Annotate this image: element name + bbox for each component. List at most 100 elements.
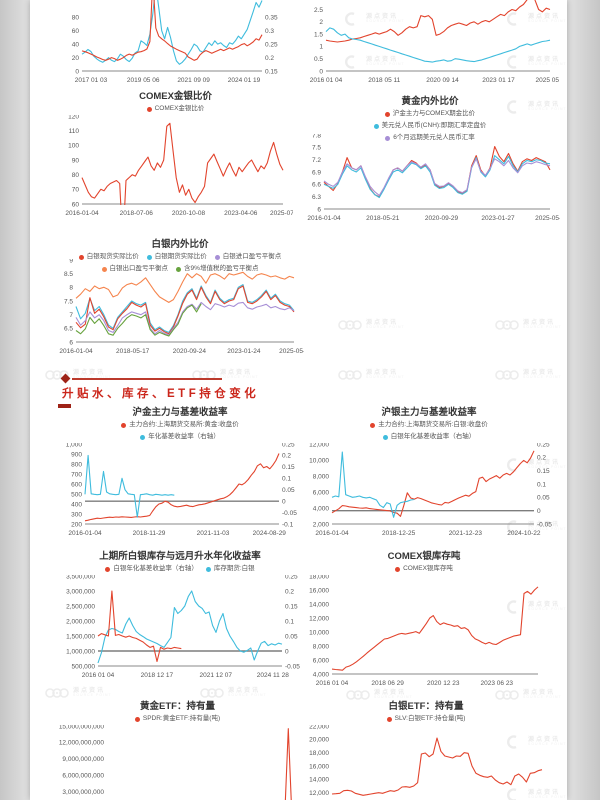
legend-label: 年化基差收益率（右轴）	[148, 433, 220, 440]
legend-item[interactable]: 沪金主力与COMEX期金比价	[384, 108, 476, 120]
legend-label: 沪金主力与COMEX期金比价	[392, 110, 476, 117]
svg-text:2018-07-06: 2018-07-06	[120, 210, 154, 217]
svg-text:0: 0	[285, 648, 289, 655]
gold-io-plot: 6 6.3 6.6 6.9 7.2 7.5 7.8 2016-01-04 2018-05-21 2…	[307, 132, 565, 222]
legend-marker-icon	[373, 123, 379, 129]
svg-text:0.25: 0.25	[537, 443, 550, 448]
legend-marker-icon	[382, 434, 388, 440]
svg-text:12,000: 12,000	[309, 615, 329, 622]
svg-text:2025-05-2: 2025-05-2	[535, 215, 560, 222]
svg-text:9: 9	[69, 259, 73, 264]
section-header-title: 升贴水、库存、ETF持仓变化	[62, 388, 260, 400]
svg-text:1,000: 1,000	[66, 443, 83, 448]
svg-text:2.5: 2.5	[314, 7, 323, 14]
au-basis-title: 沪金主力与基差收益率	[132, 407, 228, 418]
chart-gold-etf-holdings: 黄金ETF：持有量 SPDR:黄金ETF:持有量(吨) 3,000,000,000 6…	[45, 700, 310, 800]
legend-item[interactable]: 主力合约:上海期货交易所:黄金:收盘价	[121, 419, 239, 431]
legend-label: 含9%增值税的盈亏平衡点	[184, 265, 259, 272]
legend-item[interactable]: 6个月远期美元兑人民币汇率	[385, 132, 475, 144]
legend-item[interactable]: COMEX银库存吨	[395, 563, 453, 575]
svg-text:0.25: 0.25	[265, 41, 278, 48]
svg-text:4,000: 4,000	[313, 505, 330, 512]
legend-marker-icon	[121, 422, 127, 428]
svg-text:6.9: 6.9	[312, 169, 321, 176]
legend-item[interactable]: 白银期货实际比价	[146, 251, 207, 263]
comex-gs-legend: COMEX金银比价	[58, 103, 293, 115]
legend-marker-icon	[105, 566, 111, 572]
legend-item[interactable]: 年化基差收益率（右轴）	[140, 431, 220, 443]
svg-text:7.8: 7.8	[312, 134, 321, 139]
gold-io-legend: 沪金主力与COMEX期金比价美元兑人民币(CNH):即期汇率定盘价 6个月远期美元…	[341, 108, 519, 144]
svg-text:80: 80	[72, 172, 80, 179]
svg-text:8.5: 8.5	[64, 271, 73, 278]
svg-text:1,500,000: 1,500,000	[66, 633, 95, 640]
svg-text:2023-01-24: 2023-01-24	[227, 348, 261, 355]
svg-text:0.1: 0.1	[282, 476, 291, 483]
chart-shfe-silver-basis: 沪银主力与基差收益率 主力合约:上海期货交易所:白银:收盘价 白银年化基差收益率（右…	[298, 406, 560, 544]
comex-gs-title: COMEX金银比价	[139, 91, 212, 102]
svg-text:2016-01-04: 2016-01-04	[307, 215, 341, 222]
ag-basis-legend: 主力合约:上海期货交易所:白银:收盘价白银年化基差收益率（右轴）	[340, 419, 518, 443]
legend-item[interactable]: 白银年化基差收益率（右轴）	[105, 563, 198, 575]
legend-item[interactable]: 白银出口盈亏平衡点	[101, 263, 168, 275]
legend-item[interactable]: COMEX金银比价	[146, 103, 204, 115]
svg-text:2016-01-04: 2016-01-04	[315, 530, 349, 537]
legend-marker-icon	[386, 716, 392, 722]
legend-item[interactable]: 含9%增值税的盈亏平衡点	[176, 263, 258, 275]
svg-text:0.15: 0.15	[285, 603, 298, 610]
gold-etf-legend: SPDR:黄金ETF:持有量(吨)	[45, 713, 310, 725]
svg-text:2021 12 07: 2021 12 07	[199, 672, 232, 679]
svg-text:2025-05-2: 2025-05-2	[279, 348, 304, 355]
legend-marker-icon	[146, 106, 152, 112]
svg-text:3,000,000,000: 3,000,000,000	[62, 789, 104, 796]
svg-text:2024 01 19: 2024 01 19	[228, 77, 261, 84]
svg-text:2021-11-03: 2021-11-03	[197, 530, 230, 537]
rule-line	[72, 377, 222, 380]
comex-ag-inv-plot: 4,000 6,000 8,000 10,000 12,000 14,000 16,000 1…	[309, 573, 539, 687]
svg-text:120: 120	[68, 115, 79, 120]
svg-text:12,000,000,000: 12,000,000,000	[59, 740, 105, 747]
svg-text:400: 400	[71, 501, 82, 508]
svg-text:500,000: 500,000	[72, 663, 96, 670]
svg-text:2,000: 2,000	[313, 521, 330, 528]
svg-text:2016-01-04: 2016-01-04	[59, 348, 93, 355]
goldfx-top-plot: 0 0.5 1 1.5 2 2.5 2016 01 04 2018 05 11 2020 09 …	[310, 0, 565, 84]
svg-text:12,000: 12,000	[309, 790, 329, 797]
svg-text:0.25: 0.25	[282, 443, 295, 448]
svg-text:40: 40	[72, 41, 80, 48]
svg-text:2024-08-29: 2024-08-29	[253, 530, 287, 537]
silver-etf-plot: 12,000 14,000 16,000 18,000 20,000 22,000	[309, 723, 543, 797]
legend-item[interactable]: 白银现货实际比价	[78, 251, 139, 263]
svg-text:600: 600	[71, 481, 82, 488]
svg-text:0.25: 0.25	[285, 575, 298, 580]
legend-label: 白银年化基差收益率（右轴）	[390, 433, 476, 440]
silver-etf-title: 白银ETF：持有量	[388, 701, 464, 712]
legend-item[interactable]: 库存期货:白银	[205, 563, 255, 575]
legend-marker-icon	[146, 254, 152, 260]
legend-marker-icon	[134, 716, 140, 722]
silver-io-legend: 白银现货实际比价 白银期货实际比价 白银进口盈亏平衡点白银出口盈亏平衡点 含9%增值税…	[56, 251, 304, 275]
svg-text:0: 0	[75, 68, 79, 75]
svg-text:2016 01 04: 2016 01 04	[310, 77, 343, 84]
svg-text:7.2: 7.2	[312, 157, 321, 164]
svg-text:1.5: 1.5	[314, 31, 323, 38]
legend-item[interactable]: 美元兑人民币(CNH):即期汇率定盘价	[373, 120, 486, 132]
svg-text:2020 09 14: 2020 09 14	[426, 77, 459, 84]
legend-item[interactable]: 主力合约:上海期货交易所:白银:收盘价	[370, 419, 488, 431]
legend-item[interactable]: 白银年化基差收益率（右轴）	[382, 431, 476, 443]
legend-label: SLV:白银ETF:持仓量(吨)	[394, 715, 466, 722]
legend-marker-icon	[140, 434, 146, 440]
legend-item[interactable]: SPDR:黄金ETF:持有量(吨)	[134, 713, 220, 725]
svg-text:0.15: 0.15	[282, 464, 295, 471]
svg-text:0.1: 0.1	[537, 481, 546, 488]
legend-label: 库存期货:白银	[213, 565, 255, 572]
right-margin	[567, 0, 600, 800]
svg-text:0.3: 0.3	[265, 28, 274, 35]
svg-text:12,000: 12,000	[309, 443, 329, 448]
ag-inv-legend: 白银年化基差收益率（右轴） 库存期货:白银	[52, 563, 308, 575]
legend-item[interactable]: 白银进口盈亏平衡点	[214, 251, 282, 263]
legend-item[interactable]: SLV:白银ETF:持仓量(吨)	[386, 713, 466, 725]
legend-label: 白银进口盈亏平衡点	[222, 253, 282, 260]
svg-text:0.2: 0.2	[285, 588, 294, 595]
svg-text:2021 09 09: 2021 09 09	[177, 77, 210, 84]
